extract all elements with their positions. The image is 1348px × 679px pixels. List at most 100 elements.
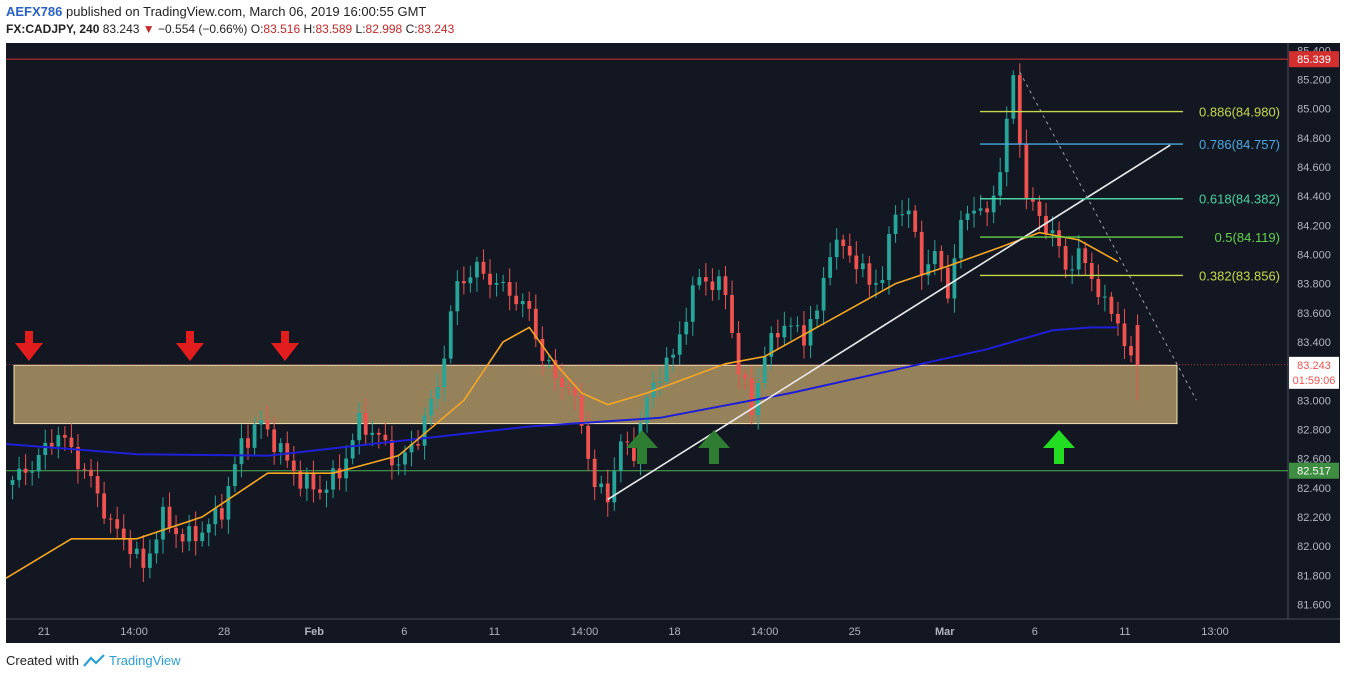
x-tick-label: 14:00 <box>751 626 779 638</box>
candle-body <box>429 398 434 416</box>
candle-body <box>383 434 388 441</box>
candle-body <box>579 395 584 426</box>
candle-body <box>1089 263 1094 279</box>
x-tick-label: 14:00 <box>571 626 599 638</box>
projection-line <box>1019 71 1197 401</box>
chart-plot-area <box>6 43 1288 619</box>
candle-body <box>206 524 211 533</box>
candle-body <box>422 415 427 446</box>
candle-body <box>154 539 159 554</box>
resistance-price-badge: 85.339 <box>1297 54 1331 66</box>
candle-body <box>906 210 911 215</box>
ema-slow-line <box>5 326 1118 457</box>
candle-body <box>671 354 676 358</box>
candle-body <box>200 532 205 542</box>
x-tick-label: 6 <box>1032 626 1038 638</box>
candle-body <box>331 468 335 490</box>
candle-body <box>324 489 329 493</box>
candle-body <box>717 276 721 291</box>
candle-body <box>239 438 244 465</box>
candle-body <box>1116 313 1120 324</box>
candle-body <box>723 276 728 296</box>
low-label: L: <box>355 22 366 36</box>
candle-body <box>985 208 990 213</box>
candle-body <box>108 518 113 520</box>
low-value: 82.998 <box>365 22 403 36</box>
candle-body <box>586 425 591 459</box>
y-tick-label: 83.000 <box>1297 395 1331 407</box>
author-name[interactable]: AEFX786 <box>6 4 63 19</box>
x-tick-label: 11 <box>1119 626 1130 638</box>
candle-body <box>703 277 708 282</box>
candle-body <box>1122 323 1127 347</box>
candle-body <box>939 251 944 268</box>
candle-body <box>828 257 833 278</box>
candle-body <box>95 476 100 494</box>
candle-body <box>1044 215 1048 234</box>
candle-body <box>494 283 499 285</box>
candle-body <box>1076 248 1081 270</box>
candle-body <box>788 325 793 327</box>
candle-body <box>880 280 885 284</box>
x-tick-label: 25 <box>849 626 861 638</box>
demand-zone <box>13 364 1178 425</box>
tradingview-logo-icon <box>83 653 105 667</box>
candle-body <box>1070 269 1075 271</box>
candle-body <box>566 386 571 388</box>
candle-body <box>409 444 414 453</box>
high-label: H: <box>303 22 316 36</box>
candle-body <box>972 210 976 214</box>
candle-body <box>1004 118 1009 173</box>
candle-body <box>102 493 107 519</box>
candle-body <box>213 508 218 525</box>
candle-body <box>1017 75 1022 145</box>
candle-body <box>1031 197 1035 202</box>
x-tick-label: 14:00 <box>120 626 148 638</box>
candle-body <box>527 301 532 309</box>
candle-body <box>76 447 80 470</box>
x-tick-label: Feb <box>304 626 324 638</box>
resistance-arrow <box>15 331 43 361</box>
candle-body <box>36 455 41 472</box>
candle-body <box>1063 246 1068 270</box>
candle-body <box>174 527 178 535</box>
candle-body <box>625 441 630 443</box>
candle-body <box>618 441 623 471</box>
candle-body <box>900 214 904 216</box>
fib-level-label: 0.5(84.119) <box>1214 230 1280 245</box>
y-tick-label: 84.800 <box>1297 133 1331 145</box>
candle-body <box>533 308 538 339</box>
candle-body <box>1135 325 1140 365</box>
candle-body <box>1024 144 1029 198</box>
candle-body <box>913 210 918 232</box>
y-tick-label: 81.600 <box>1297 599 1331 611</box>
candle-body <box>991 195 996 213</box>
candle-body <box>278 443 283 453</box>
fib-level-label: 0.786(84.757) <box>1199 137 1280 152</box>
candle-body <box>743 374 748 379</box>
support-price-badge: 82.517 <box>1297 466 1331 478</box>
candle-body <box>167 506 172 528</box>
candle-body <box>501 282 506 284</box>
candle-body <box>298 471 303 489</box>
candle-body <box>808 319 813 346</box>
candle-body <box>246 438 250 448</box>
candle-body <box>187 526 192 542</box>
candle-body <box>121 528 126 540</box>
candle-body <box>219 508 224 520</box>
candle-body <box>978 208 983 211</box>
ema-fast-line <box>5 231 1119 579</box>
candle-body <box>115 519 120 529</box>
y-tick-label: 84.000 <box>1297 249 1331 261</box>
candle-body <box>448 311 453 359</box>
candle-body <box>684 321 689 335</box>
candle-body <box>697 277 702 286</box>
candle-body <box>17 468 21 481</box>
time-axis <box>6 619 1340 643</box>
tradingview-brand[interactable]: TradingView <box>108 653 181 668</box>
candle-body <box>998 172 1003 196</box>
candle-body <box>965 213 970 220</box>
candle-body <box>710 281 715 291</box>
y-tick-label: 82.200 <box>1297 512 1331 524</box>
